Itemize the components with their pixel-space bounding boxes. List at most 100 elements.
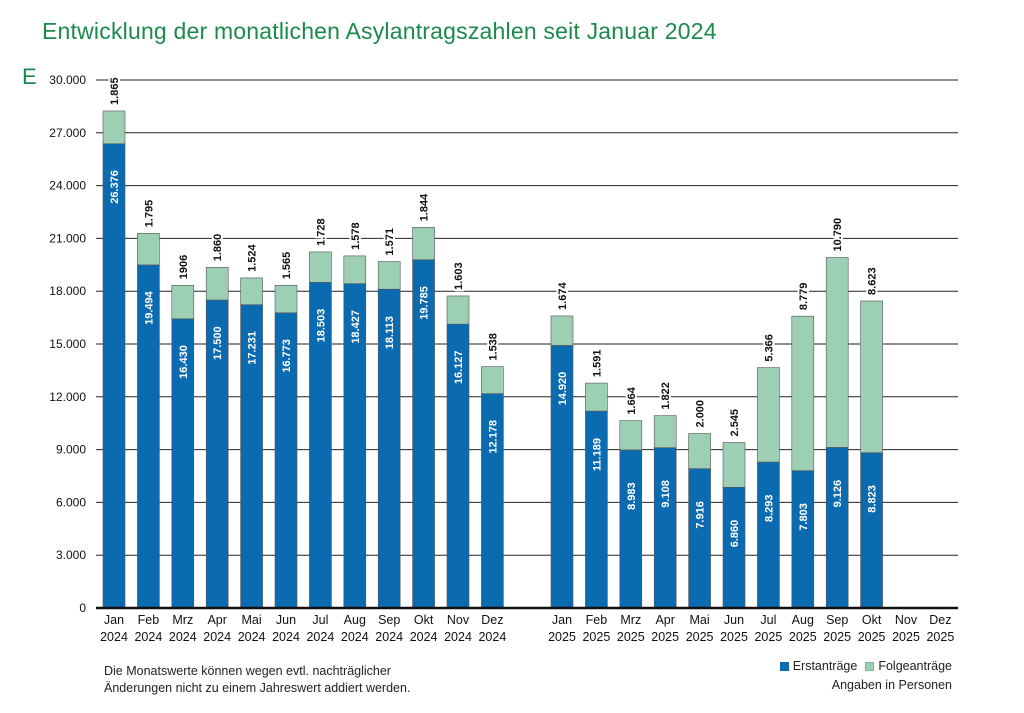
bar-folgeantraege — [619, 420, 643, 451]
x-tick-label-month: Jul — [312, 613, 328, 627]
bar-folgeantraege — [137, 233, 160, 266]
x-tick-label-year: 2025 — [754, 630, 782, 644]
data-label-folgeantraege: 1.578 — [350, 222, 362, 250]
data-label-erstantraege: 11.189 — [591, 438, 603, 471]
bar-folgeantraege — [688, 433, 711, 469]
y-tick-label: 9.000 — [56, 443, 86, 457]
data-label-folgeantraege: 1.538 — [487, 333, 499, 361]
bar-folgeantraege — [722, 442, 746, 488]
legend-label-folgeantraege: Folgeanträge — [878, 659, 952, 673]
bar-folgeantraege — [274, 284, 298, 314]
data-label-erstantraege: 14.920 — [557, 372, 569, 406]
data-label-folgeantraege: 1.795 — [143, 200, 155, 228]
data-label-folgeantraege: 1.844 — [419, 193, 431, 221]
x-tick-label-month: Dez — [929, 613, 951, 627]
cut-off-heading-letter: E — [22, 64, 37, 89]
data-label-folgeantraege: 2.000 — [695, 400, 707, 428]
x-tick-label-month: Mai — [242, 613, 262, 627]
data-label-erstantraege: 6.860 — [729, 520, 741, 548]
y-tick-label: 24.000 — [49, 179, 86, 193]
data-label-folgeantraege: 1.860 — [212, 234, 224, 262]
bar-folgeantraege — [585, 382, 608, 412]
x-tick-label-month: Apr — [207, 613, 226, 627]
bar-folgeantraege — [412, 227, 435, 261]
data-label-erstantraege: 7.803 — [798, 503, 810, 531]
bar-erstantraege — [653, 447, 677, 609]
data-label-folgeantraege: 2.545 — [729, 409, 741, 437]
legend-swatch-folgeantraege — [865, 662, 875, 672]
y-tick-label: 15.000 — [49, 337, 86, 351]
legend: Erstanträge Folgeanträge — [779, 659, 952, 673]
x-tick-label-year: 2025 — [720, 630, 748, 644]
data-label-folgeantraege: 5.366 — [763, 334, 775, 362]
x-tick-label-month: Sep — [826, 613, 848, 627]
data-label-folgeantraege: 10.790 — [832, 218, 844, 252]
x-tick-label-year: 2025 — [686, 630, 714, 644]
legend-item-folgeantraege: Folgeanträge — [865, 659, 952, 673]
y-tick-label: 12.000 — [49, 390, 86, 404]
x-tick-label-month: Mai — [690, 613, 710, 627]
x-tick-label-month: Aug — [792, 613, 814, 627]
legend-swatch-erstantraege — [779, 662, 789, 672]
data-label-folgeantraege: 1.603 — [453, 262, 465, 290]
data-label-folgeantraege: 8.779 — [798, 283, 810, 311]
bar-erstantraege — [102, 143, 126, 609]
x-tick-label-year: 2024 — [203, 630, 231, 644]
data-label-erstantraege: 18.427 — [350, 310, 362, 344]
x-tick-label-year: 2024 — [375, 630, 403, 644]
data-label-erstantraege: 16.127 — [453, 351, 465, 385]
x-tick-label-month: Jun — [276, 613, 296, 627]
bar-folgeantraege — [481, 366, 504, 394]
x-tick-label-year: 2025 — [582, 630, 610, 644]
units-note: Angaben in Personen — [831, 678, 952, 692]
data-label-erstantraege: 8.983 — [626, 482, 638, 510]
data-label-folgeantraege: 1.524 — [247, 244, 259, 272]
x-tick-label-year: 2025 — [858, 630, 886, 644]
x-tick-label-year: 2025 — [651, 630, 679, 644]
bar-erstantraege — [860, 452, 883, 609]
x-tick-label-year: 2025 — [926, 630, 954, 644]
x-tick-label-year: 2024 — [410, 630, 438, 644]
bar-folgeantraege — [240, 277, 263, 306]
bar-folgeantraege — [171, 284, 195, 320]
data-label-erstantraege: 8.293 — [763, 495, 775, 523]
footnote: Die Monatswerte können wegen evtl. nacht… — [104, 663, 444, 697]
legend-label-erstantraege: Erstanträge — [792, 659, 858, 673]
x-tick-label-year: 2025 — [789, 630, 817, 644]
x-tick-label-month: Dez — [481, 613, 503, 627]
x-tick-label-month: Jan — [552, 613, 572, 627]
x-tick-label-month: Nov — [895, 613, 918, 627]
x-tick-label-year: 2025 — [823, 630, 851, 644]
x-tick-label-year: 2024 — [169, 630, 197, 644]
data-label-erstantraege: 19.494 — [143, 290, 155, 325]
bar-folgeantraege — [205, 266, 229, 301]
footnote-line-2: Änderungen nicht zu einem Jahreswert add… — [104, 681, 411, 695]
bar-layer: 26.376 1.865 19.494 1.795 16.430 1906 17.500 1.… — [102, 75, 883, 609]
bar-folgeantraege — [653, 415, 677, 448]
x-tick-label-year: 2024 — [306, 630, 334, 644]
x-tick-label-month: Mrz — [620, 613, 641, 627]
bar-erstantraege — [791, 470, 815, 609]
data-label-folgeantraege: 1.664 — [626, 386, 638, 414]
x-tick-label-month: Nov — [447, 613, 470, 627]
y-tick-label: 0 — [79, 601, 86, 615]
data-label-erstantraege: 16.773 — [281, 339, 293, 373]
data-label-folgeantraege: 1.822 — [660, 382, 672, 410]
bar-folgeantraege — [309, 251, 332, 283]
bar-folgeantraege — [343, 255, 367, 284]
x-tick-label-year: 2025 — [617, 630, 645, 644]
x-tick-label-month: Jan — [104, 613, 124, 627]
x-tick-label-month: Mrz — [172, 613, 193, 627]
x-tick-label-month: Okt — [862, 613, 882, 627]
data-label-erstantraege: 26.376 — [109, 170, 121, 204]
bar-folgeantraege — [550, 315, 574, 346]
data-label-folgeantraege: 1.865 — [109, 77, 121, 105]
data-label-erstantraege: 7.916 — [695, 501, 707, 529]
x-tick-label-month: Feb — [138, 613, 160, 627]
bar-folgeantraege — [757, 367, 780, 463]
bar-folgeantraege — [825, 257, 849, 448]
bar-folgeantraege — [446, 295, 470, 325]
x-tick-label-month: Okt — [414, 613, 434, 627]
data-label-erstantraege: 12.178 — [487, 420, 499, 454]
